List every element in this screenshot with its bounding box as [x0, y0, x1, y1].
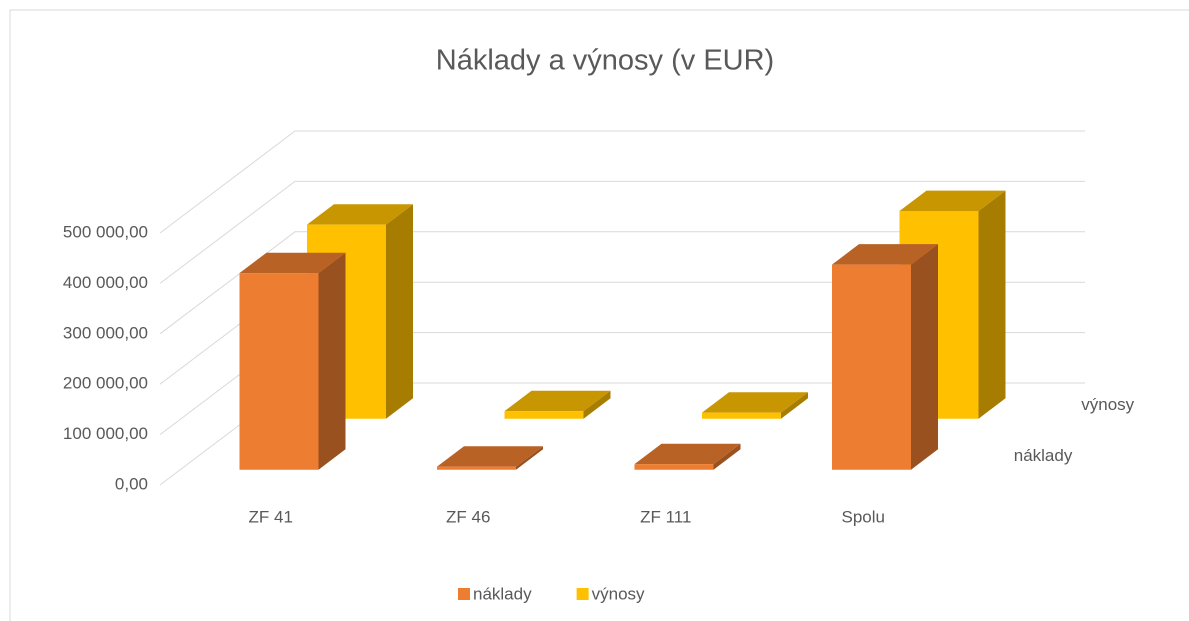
bar-top [702, 392, 808, 413]
chart-border [9, 9, 1189, 621]
bar-side [713, 443, 741, 470]
y-tick-label: 500 000,00 [63, 222, 148, 241]
bar-top [504, 390, 611, 412]
bar [239, 252, 346, 470]
grid-line [159, 180, 1085, 284]
bar-top [437, 446, 543, 467]
bar-front [702, 412, 781, 419]
bar-front [437, 466, 516, 470]
x-tick-label: Spolu [842, 507, 885, 526]
y-tick-label: 100 000,00 [63, 424, 148, 443]
legend-swatch [458, 588, 470, 600]
bar [634, 443, 741, 470]
depth-label: náklady [1014, 446, 1073, 465]
bar-front [504, 411, 584, 419]
bar [437, 446, 543, 470]
bar-top [899, 190, 1006, 212]
bar [702, 392, 808, 419]
bar-side [781, 392, 808, 419]
bar-side [911, 244, 938, 470]
x-tick-label: ZF 41 [249, 507, 293, 526]
x-tick-label: ZF 46 [446, 507, 490, 526]
bar [504, 390, 611, 419]
legend-swatch [576, 588, 589, 600]
bar-side [516, 446, 543, 470]
grid-line [159, 130, 1085, 234]
grid-line [159, 231, 1085, 335]
depth-label: výnosy [1081, 395, 1134, 414]
bar-top [634, 443, 741, 465]
legend-label: náklady [473, 584, 532, 603]
y-tick-label: 0,00 [115, 474, 148, 493]
y-tick-label: 200 000,00 [63, 374, 148, 393]
bar-top [832, 244, 938, 265]
x-tick-label: ZF 111 [640, 507, 691, 526]
bar-side [583, 390, 611, 419]
bar-front [832, 264, 911, 470]
legend-label: výnosy [592, 584, 645, 603]
bar-front [239, 273, 319, 470]
y-tick-label: 400 000,00 [63, 273, 148, 292]
y-tick-label: 300 000,00 [63, 323, 148, 342]
bar-side [978, 190, 1006, 419]
bar-front [634, 464, 714, 470]
bar-top [307, 204, 413, 225]
bar-side [386, 204, 413, 419]
bar-top [239, 252, 346, 274]
bar [832, 244, 938, 470]
bar-side [318, 252, 346, 470]
chart-title: Náklady a výnosy (v EUR) [436, 45, 774, 77]
